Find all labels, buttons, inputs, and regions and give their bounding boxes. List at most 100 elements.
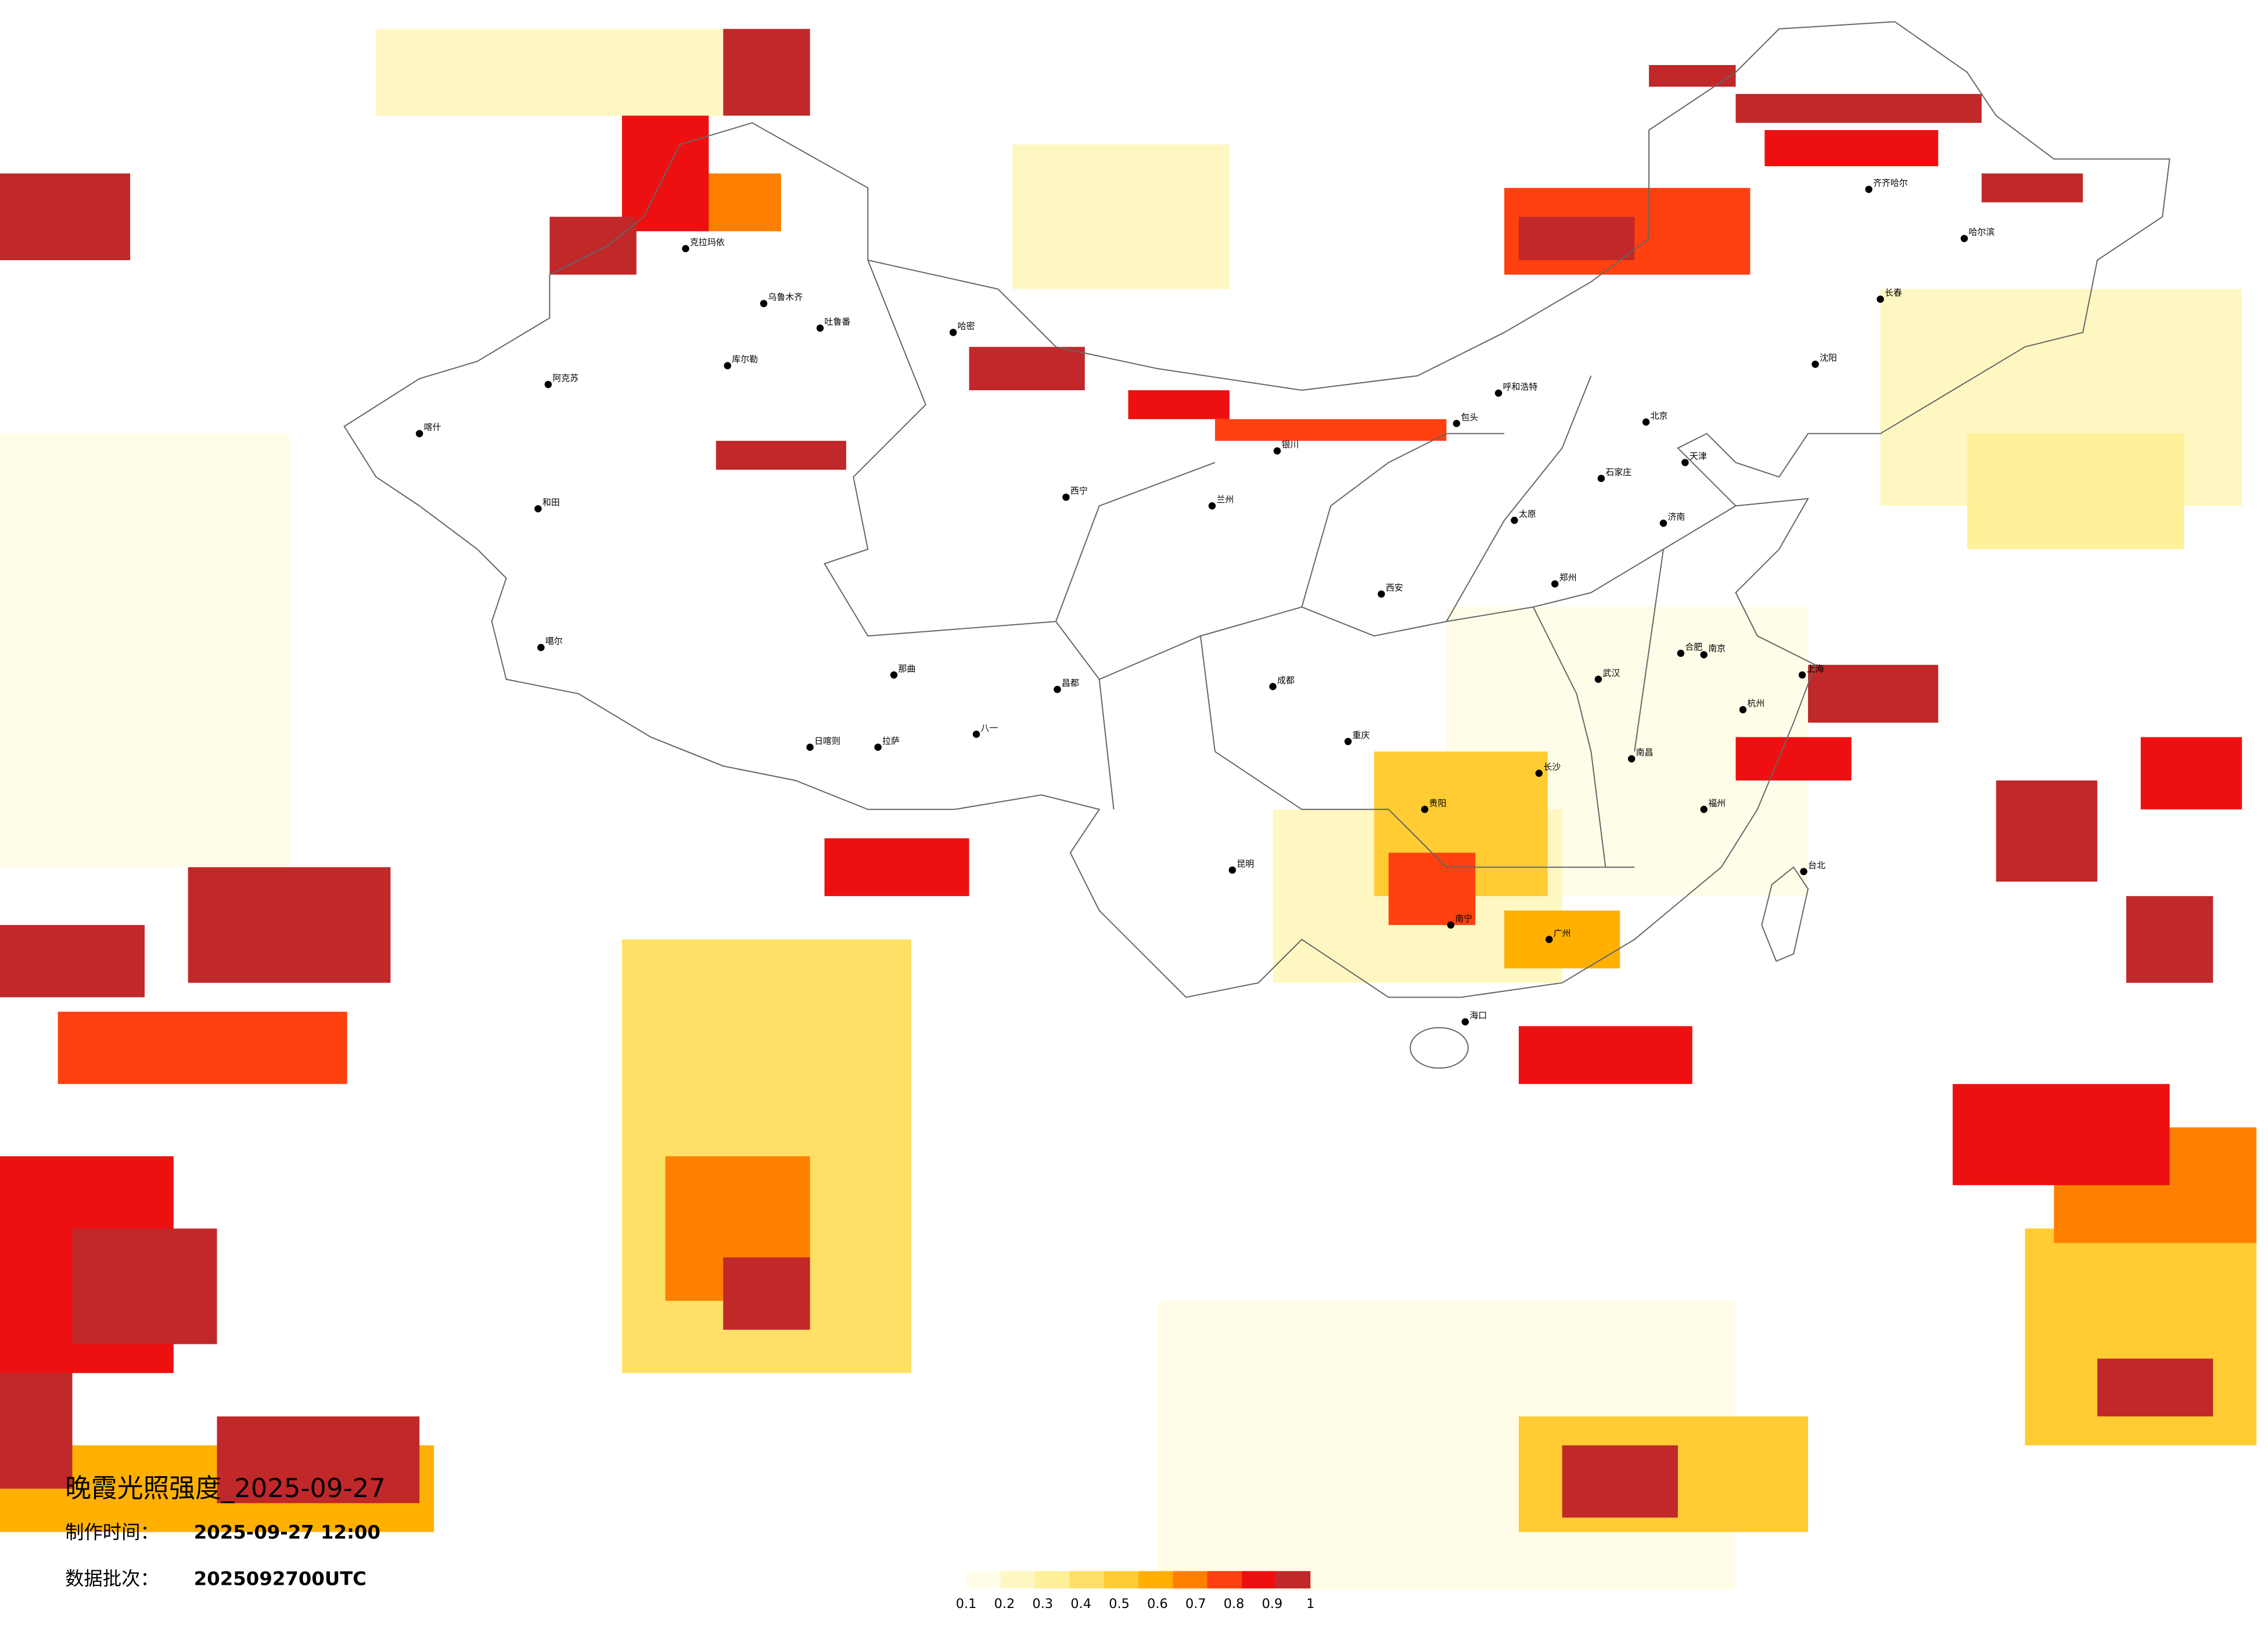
city-dot: [1681, 459, 1689, 466]
city-dot: [537, 643, 545, 652]
legend-swatch: [1035, 1571, 1070, 1589]
city-label: 银川: [1282, 440, 1299, 450]
city-dot: [1594, 675, 1602, 683]
city-label: 西安: [1386, 582, 1403, 593]
city-label: 齐齐哈尔: [1873, 178, 1908, 188]
legend-swatch: [1000, 1571, 1036, 1589]
city-label: 北京: [1651, 411, 1668, 421]
city-dot: [1739, 706, 1747, 714]
city-label: 克拉玛依: [690, 237, 725, 247]
city-label: 南昌: [1636, 747, 1654, 758]
city-dot: [724, 362, 731, 369]
heat-cell: [0, 433, 290, 868]
heat-cell: [2140, 737, 2242, 810]
city-label: 上海: [1807, 663, 1824, 674]
legend-tick-label: 0.2: [994, 1596, 1015, 1611]
legend-swatch: [1104, 1571, 1138, 1589]
city-dot: [1378, 590, 1385, 598]
heat-cell: [1518, 1026, 1692, 1084]
heat-cell: [57, 1012, 347, 1084]
city-label: 喀什: [424, 422, 441, 433]
city-dot: [1877, 295, 1884, 303]
city-dot: [544, 380, 552, 388]
city-dot: [1551, 580, 1559, 588]
city-dot: [1545, 936, 1553, 943]
city-dot: [874, 743, 882, 751]
city-label: 日喀则: [814, 736, 840, 746]
city-label: 八一: [981, 722, 998, 733]
city-label: 噶尔: [545, 636, 563, 646]
heat-cell: [1504, 911, 1620, 969]
heat-cell: [217, 1416, 420, 1503]
heat-cell: [1649, 65, 1736, 87]
city-dot: [760, 300, 768, 307]
heat-cell: [694, 173, 781, 232]
heat-cell: [969, 347, 1085, 390]
city-dot: [1461, 1018, 1469, 1026]
heat-cell: [723, 28, 810, 116]
city-label: 石家庄: [1605, 467, 1631, 477]
heat-cell: [1735, 737, 1852, 780]
city-label: 济南: [1667, 512, 1685, 522]
city-dot: [1447, 921, 1455, 929]
legend-tick-label: 0.5: [1109, 1596, 1130, 1611]
city-label: 广州: [1554, 928, 1571, 938]
city-dot: [1700, 805, 1708, 813]
legend-tick-label: 1: [1306, 1596, 1314, 1611]
city-label: 台北: [1808, 860, 1825, 870]
city-dot: [1798, 671, 1806, 679]
hainan-border: [1410, 1027, 1469, 1069]
city-dot: [806, 743, 814, 751]
city-dot: [1273, 447, 1281, 455]
legend-tick-label: 0.4: [1070, 1596, 1091, 1611]
legend-swatch: [1173, 1571, 1207, 1589]
city-label: 兰州: [1216, 494, 1234, 505]
batch: 2025092700UTC: [194, 1567, 366, 1589]
city-dot: [1269, 683, 1277, 690]
legend: 0.1 0.2 0.3 0.4 0.5 0.6 0.7 0.8 0.9 1: [956, 1571, 1314, 1611]
city-dot: [415, 430, 423, 437]
city-dot: [1865, 185, 1872, 193]
heat-cell: [1808, 664, 1939, 723]
city-dot: [1960, 235, 1968, 242]
city-label: 呼和浩特: [1503, 382, 1538, 392]
made-time-label: 制作时间：: [65, 1521, 159, 1544]
heat-cell: [1214, 419, 1447, 441]
heat-cell: [1128, 390, 1230, 419]
city-dot: [1344, 738, 1352, 746]
city-dot: [972, 731, 980, 738]
city-label: 长春: [1885, 287, 1902, 298]
city-dot: [1811, 360, 1819, 368]
heat-cell: [1981, 173, 2083, 203]
heat-cell: [723, 1257, 810, 1330]
city-dot: [1700, 651, 1708, 659]
legend-swatch: [1241, 1571, 1277, 1589]
city-dot: [1494, 389, 1503, 397]
city-label: 南宁: [1455, 913, 1472, 924]
city-dot: [1642, 418, 1650, 426]
legend-swatch: [1069, 1571, 1104, 1589]
heat-cell: [716, 441, 846, 470]
city-label: 武汉: [1602, 668, 1620, 678]
province-border: [824, 260, 1737, 868]
city-label: 重庆: [1353, 730, 1370, 740]
heat-cell: [1967, 433, 2184, 549]
legend-swatch: [1138, 1571, 1173, 1589]
batch-label: 数据批次：: [65, 1567, 159, 1589]
heat-cell: [1388, 852, 1476, 925]
city-dot: [1228, 866, 1237, 874]
heat-cell: [2097, 1358, 2213, 1417]
city-label: 贵阳: [1429, 798, 1447, 808]
city-dot: [1627, 755, 1636, 762]
city-label: 天津: [1690, 451, 1707, 461]
city-dot: [1208, 502, 1216, 510]
city-label: 杭州: [1747, 698, 1764, 708]
legend-tick-label: 0.1: [956, 1596, 977, 1611]
city-label: 哈尔滨: [1968, 227, 1994, 238]
city-label: 包头: [1461, 412, 1478, 422]
city-label: 长沙: [1543, 762, 1561, 772]
city-dot: [1800, 868, 1807, 876]
city-label: 西宁: [1070, 485, 1088, 496]
country-border: [343, 21, 2170, 998]
heat-cell: [0, 173, 131, 260]
